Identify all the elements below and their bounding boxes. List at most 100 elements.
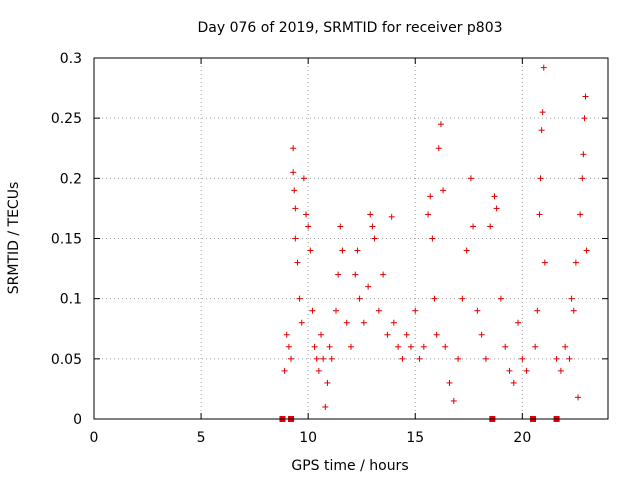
data-point [433, 331, 440, 338]
data-point [532, 343, 539, 350]
data-point [324, 379, 331, 386]
data-point [557, 367, 564, 374]
data-point [435, 145, 442, 152]
data-point [290, 145, 297, 152]
data-point [537, 175, 544, 182]
data-point [540, 64, 547, 71]
data-point [534, 307, 541, 314]
data-point [463, 247, 470, 254]
data-point [407, 343, 414, 350]
data-point [360, 319, 367, 326]
data-point [298, 319, 305, 326]
y-tick-label: 0.15 [51, 232, 82, 248]
data-point [296, 295, 303, 302]
data-point [390, 319, 397, 326]
data-point [581, 115, 588, 122]
data-point [309, 307, 316, 314]
data-point [579, 175, 586, 182]
x-axis-label: GPS time / hours [291, 458, 408, 474]
axis-ticks: 0 0.05 0.1 0.15 0.2 0.25 0.3 0 5 10 15 20 [51, 51, 608, 446]
y-tick-label: 0.2 [60, 171, 82, 187]
data-point [440, 187, 447, 194]
data-point [395, 343, 402, 350]
y-axis-label: SRMTID / TECUs [6, 182, 22, 295]
data-point [294, 259, 301, 266]
data-point [506, 367, 513, 374]
y-tick-label: 0.25 [51, 111, 82, 127]
data-point [459, 295, 466, 302]
data-point [539, 109, 546, 116]
data-point [365, 283, 372, 290]
data-point [367, 211, 374, 218]
data-point [291, 187, 298, 194]
data-point [318, 331, 325, 338]
y-tick-label: 0.3 [60, 51, 82, 67]
x-tick-label: 10 [299, 430, 317, 446]
data-point [429, 235, 436, 242]
data-point [292, 235, 299, 242]
data-point [583, 247, 590, 254]
data-point [427, 193, 434, 200]
data-point [446, 379, 453, 386]
data-point [575, 394, 582, 401]
data-point [292, 205, 299, 212]
data-point [305, 223, 312, 230]
x-tick-label: 5 [197, 430, 206, 446]
data-point [450, 397, 457, 404]
data-point [566, 355, 573, 362]
data-point [420, 343, 427, 350]
y-tick-label: 0.1 [60, 292, 82, 308]
data-point [335, 271, 342, 278]
data-point [322, 403, 329, 410]
data-point [510, 379, 517, 386]
data-point [328, 355, 335, 362]
data-point [356, 295, 363, 302]
data-point [570, 307, 577, 314]
data-point [313, 355, 320, 362]
data-point [337, 223, 344, 230]
data-point [541, 259, 548, 266]
data-point [582, 93, 589, 100]
data-point [577, 211, 584, 218]
data-point [425, 211, 432, 218]
data-point [352, 271, 359, 278]
data-point [497, 295, 504, 302]
data-point [388, 213, 395, 220]
data-point [572, 259, 579, 266]
data-point [281, 367, 288, 374]
y-tick-label: 0.05 [51, 352, 82, 368]
data-point [380, 271, 387, 278]
x-tick-label: 20 [513, 430, 531, 446]
data-point [371, 235, 378, 242]
data-point [482, 355, 489, 362]
data-point [455, 355, 462, 362]
data-point [403, 331, 410, 338]
data-point [311, 343, 318, 350]
data-point [442, 343, 449, 350]
chart-title: Day 076 of 2019, SRMTID for receiver p80… [197, 20, 502, 36]
data-point [416, 355, 423, 362]
data-point [491, 193, 498, 200]
data-point [519, 355, 526, 362]
data-point [536, 211, 543, 218]
data-point [515, 319, 522, 326]
data-point [523, 367, 530, 374]
data-points [281, 64, 590, 410]
data-point [399, 355, 406, 362]
data-point [348, 343, 354, 350]
data-point [384, 331, 391, 338]
data-point [288, 355, 295, 362]
data-point [320, 355, 327, 362]
data-point [369, 223, 376, 230]
data-point [470, 223, 477, 230]
data-point [343, 319, 350, 326]
data-point [553, 355, 560, 362]
data-point [354, 247, 361, 254]
data-point [412, 307, 419, 314]
data-point [580, 151, 587, 158]
data-point [467, 175, 474, 182]
data-point [538, 127, 545, 134]
data-point [478, 331, 485, 338]
data-point [315, 367, 322, 374]
data-point [326, 343, 333, 350]
